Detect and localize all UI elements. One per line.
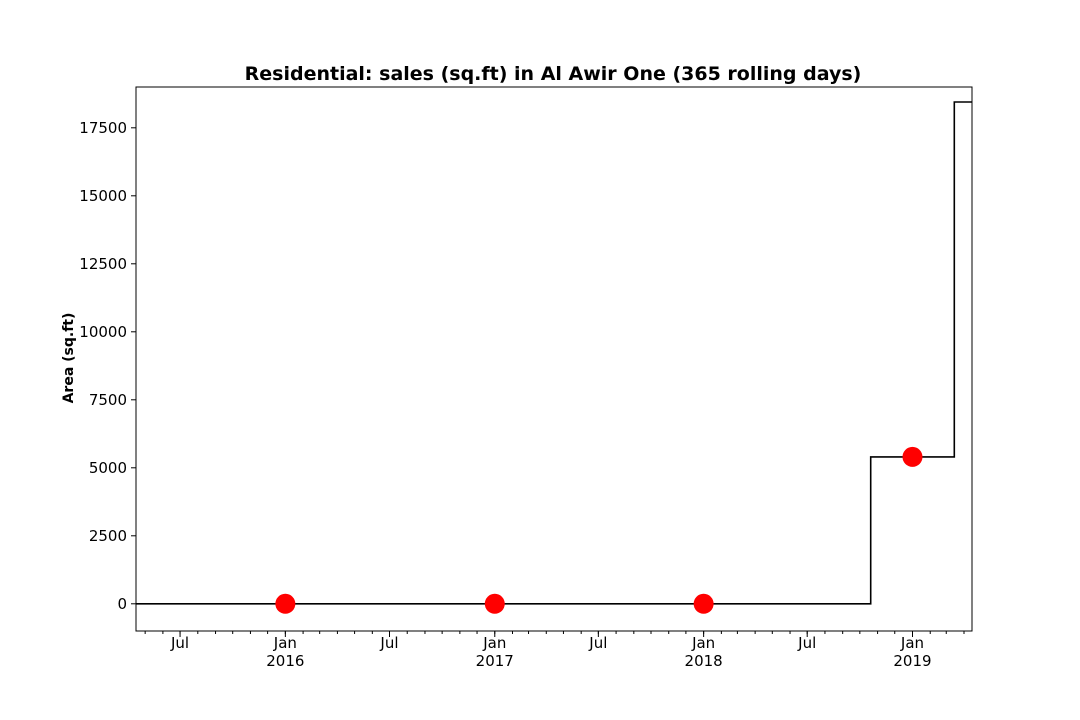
chart-title: Residential: sales (sq.ft) in Al Awir On…: [245, 63, 862, 85]
y-tick-label: 5000: [89, 459, 127, 477]
x-tick-label: Jan: [482, 634, 506, 652]
x-tick-label: Jul: [170, 634, 189, 652]
y-tick-label: 2500: [89, 527, 127, 545]
x-tick-label: Jul: [379, 634, 398, 652]
y-tick-label: 10000: [79, 323, 127, 341]
x-tick-year-label: 2018: [685, 652, 723, 670]
x-tick-year-label: 2017: [476, 652, 514, 670]
data-point-marker: [275, 593, 296, 614]
x-tick-year-label: 2019: [893, 652, 931, 670]
y-tick-label: 12500: [79, 255, 127, 273]
x-tick-label: Jul: [797, 634, 816, 652]
x-tick-year-label: 2016: [266, 652, 304, 670]
x-tick-label: Jul: [588, 634, 607, 652]
y-tick-label: 17500: [79, 119, 127, 137]
data-point-marker: [484, 593, 505, 614]
x-tick-label: Jan: [273, 634, 297, 652]
x-tick-label: Jan: [900, 634, 924, 652]
y-tick-label: 15000: [79, 187, 127, 205]
plot-frame: [135, 86, 973, 632]
series-line: [136, 101, 972, 605]
data-point-marker: [902, 446, 923, 467]
y-tick-label: 0: [117, 595, 127, 613]
y-axis-label: Area (sq.ft): [61, 313, 77, 404]
data-point-marker: [693, 593, 714, 614]
y-tick-label: 7500: [89, 391, 127, 409]
x-tick-label: Jan: [691, 634, 715, 652]
